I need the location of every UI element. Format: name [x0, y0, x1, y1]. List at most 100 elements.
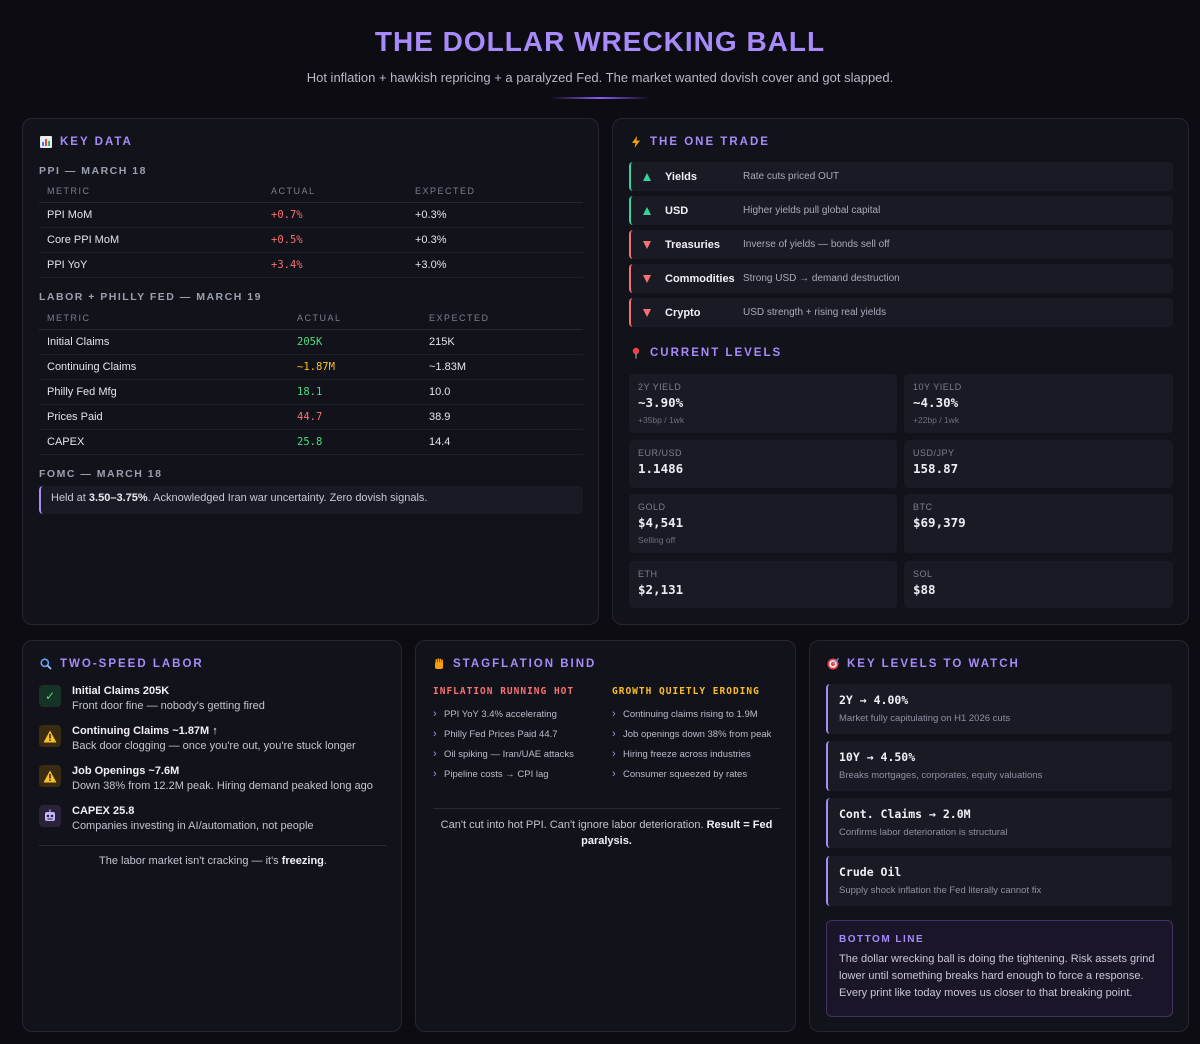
metric-cell: Prices Paid: [39, 404, 289, 430]
expected-cell: 10.0: [421, 379, 583, 405]
metric-cell: CAPEX: [39, 429, 289, 455]
warning-icon: [39, 765, 61, 787]
ppi-heading: PPI — MARCH 18: [39, 165, 147, 177]
down-arrow-icon: [643, 274, 651, 283]
stagflation-title: STAGFLATION BIND: [453, 658, 597, 670]
metric-cell: PPI MoM: [39, 202, 263, 228]
actual-cell: +0.5%: [263, 227, 407, 253]
metric-cell: PPI YoY: [39, 252, 263, 278]
expected-cell: 38.9: [421, 404, 583, 430]
actual-cell: +3.4%: [263, 252, 407, 278]
inflation-heading: INFLATION RUNNING HOT: [433, 686, 575, 697]
page-title: THE DOLLAR WRECKING BALL: [374, 26, 826, 57]
table-row: Initial Claims 205K 215K: [39, 329, 583, 355]
trade-row-usd: USD Higher yields pull global capital: [629, 196, 1173, 225]
list-item: Continuing claims rising to 1.9M: [612, 707, 780, 722]
table-row: Prices Paid 44.7 38.9: [39, 404, 583, 430]
table-row: Philly Fed Mfg 18.1 10.0: [39, 379, 583, 405]
list-item: Job openings down 38% from peak: [612, 727, 780, 742]
target-icon: [827, 658, 839, 670]
page-header: THE DOLLAR WRECKING BALL Hot inflation +…: [0, 0, 1200, 110]
magnifier-icon: [40, 658, 52, 670]
page-subtitle: Hot inflation + hawkish repricing + a pa…: [306, 70, 894, 85]
list-item: Philly Fed Prices Paid 44.7: [433, 727, 603, 742]
key-data-panel: KEY DATA PPI — MARCH 18 METRIC ACTUAL EX…: [22, 118, 599, 625]
key-levels-panel: KEY LEVELS TO WATCH 2Y → 4.00% Market fu…: [809, 640, 1189, 1032]
stagflation-panel: STAGFLATION BIND INFLATION RUNNING HOT P…: [415, 640, 796, 1032]
inflation-list: PPI YoY 3.4% accelerating Philly Fed Pri…: [433, 707, 603, 782]
list-item: Hiring freeze across industries: [612, 747, 780, 762]
one-trade-panel: THE ONE TRADE Yields Rate cuts priced OU…: [612, 118, 1189, 625]
metric-cell: Continuing Claims: [39, 354, 289, 380]
expected-cell: 215K: [421, 329, 583, 355]
growth-list: Continuing claims rising to 1.9M Job ope…: [612, 707, 780, 782]
robot-icon: [39, 805, 61, 827]
ppi-col-actual: ACTUAL: [263, 186, 407, 203]
up-arrow-icon: [643, 172, 651, 181]
fomc-heading: FOMC — MARCH 18: [39, 468, 163, 480]
labor-divider: [39, 845, 386, 846]
level-card-btc: BTC $69,379: [904, 494, 1173, 553]
actual-cell: 25.8: [289, 429, 421, 455]
ppi-table: METRIC ACTUAL EXPECTED PPI MoM +0.7% +0.…: [39, 186, 583, 278]
key-level-10y: 10Y → 4.50% Breaks mortgages, corporates…: [826, 741, 1172, 791]
table-row: PPI MoM +0.7% +0.3%: [39, 202, 583, 228]
two-speed-labor-panel: TWO-SPEED LABOR ✓ Initial Claims 205K Fr…: [22, 640, 402, 1032]
list-item: Consumer squeezed by rates: [612, 767, 780, 782]
expected-cell: +3.0%: [407, 252, 583, 278]
labor-footer: The labor market isn't cracking — it's f…: [99, 855, 327, 867]
labor-col-actual: ACTUAL: [289, 313, 421, 330]
current-levels-title: CURRENT LEVELS: [650, 347, 783, 359]
level-card-sol: SOL $88: [904, 561, 1173, 608]
pin-icon: [630, 347, 642, 359]
metric-cell: Philly Fed Mfg: [39, 379, 289, 405]
fomc-note: Held at 3.50–3.75%. Acknowledged Iran wa…: [39, 486, 583, 514]
down-arrow-icon: [643, 308, 651, 317]
stagflation-divider: [433, 808, 780, 809]
bottom-line-title: BOTTOM LINE: [839, 934, 925, 945]
header-divider: [550, 97, 650, 99]
table-row: PPI YoY +3.4% +3.0%: [39, 252, 583, 278]
level-card-usdjpy: USD/JPY 158.87: [904, 440, 1173, 488]
hand-icon: [433, 658, 445, 670]
key-level-cont-claims: Cont. Claims → 2.0M Confirms labor deter…: [826, 798, 1172, 848]
table-row: Continuing Claims ~1.87M ~1.83M: [39, 354, 583, 380]
bottom-line-box: BOTTOM LINE The dollar wrecking ball is …: [826, 920, 1173, 1017]
actual-cell: 44.7: [289, 404, 421, 430]
fomc-range: 3.50–3.75%: [88, 492, 148, 504]
ppi-col-expected: EXPECTED: [407, 186, 583, 203]
growth-heading: GROWTH QUIETLY ERODING: [612, 686, 760, 697]
check-icon: ✓: [39, 685, 61, 707]
trade-row-commodities: Commodities Strong USD → demand destruct…: [629, 264, 1173, 293]
level-card-10y-yield: 10Y YIELD ~4.30% +22bp / 1wk: [904, 374, 1173, 433]
key-data-title: KEY DATA: [60, 136, 133, 148]
actual-cell: 18.1: [289, 379, 421, 405]
bottom-line-text: The dollar wrecking ball is doing the ti…: [839, 953, 1155, 999]
ppi-col-metric: METRIC: [39, 186, 263, 203]
expected-cell: 14.4: [421, 429, 583, 455]
trade-row-yields: Yields Rate cuts priced OUT: [629, 162, 1173, 191]
level-card-eth: ETH $2,131: [629, 561, 897, 608]
level-card-gold: GOLD $4,541 Selling off: [629, 494, 897, 553]
key-levels-title: KEY LEVELS TO WATCH: [847, 658, 1020, 670]
expected-cell: ~1.83M: [421, 354, 583, 380]
actual-cell: 205K: [289, 329, 421, 355]
table-row: CAPEX 25.8 14.4: [39, 429, 583, 455]
key-level-crude-oil: Crude Oil Supply shock inflation the Fed…: [826, 856, 1172, 906]
labor-table: METRIC ACTUAL EXPECTED Initial Claims 20…: [39, 313, 583, 455]
trade-row-crypto: Crypto USD strength + rising real yields: [629, 298, 1173, 327]
level-card-2y-yield: 2Y YIELD ~3.90% +35bp / 1wk: [629, 374, 897, 433]
actual-cell: +0.7%: [263, 202, 407, 228]
warning-icon: [39, 725, 61, 747]
list-item: Pipeline costs → CPI lag: [433, 767, 603, 782]
stagflation-footer: Can't cut into hot PPI. Can't ignore lab…: [440, 819, 773, 847]
bar-chart-icon: [40, 136, 52, 148]
actual-cell: ~1.87M: [289, 354, 421, 380]
metric-cell: Core PPI MoM: [39, 227, 263, 253]
expected-cell: +0.3%: [407, 227, 583, 253]
down-arrow-icon: [643, 240, 651, 249]
table-row: Core PPI MoM +0.5% +0.3%: [39, 227, 583, 253]
one-trade-title: THE ONE TRADE: [650, 136, 770, 148]
list-item: PPI YoY 3.4% accelerating: [433, 707, 603, 722]
metric-cell: Initial Claims: [39, 329, 289, 355]
